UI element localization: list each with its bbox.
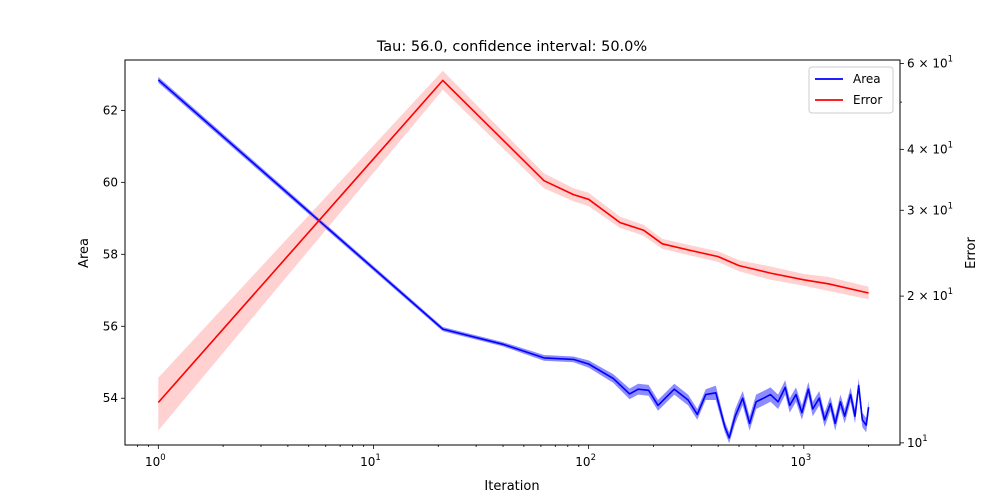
y-axis-ticks-left: 54 56 58 60 62 xyxy=(103,103,125,405)
y-tick-label: 62 xyxy=(103,103,118,117)
legend-label-error: Error xyxy=(853,93,882,107)
x-axis-ticks: 100 101 102 103 xyxy=(137,445,869,469)
x-tick-label: 102 xyxy=(575,453,596,469)
y-tick-label: 56 xyxy=(103,319,118,333)
y-tick-label: 58 xyxy=(103,247,118,261)
plot-frame xyxy=(124,59,901,446)
x-tick-label: 103 xyxy=(790,453,811,469)
series-lines xyxy=(157,79,870,439)
y-axis-label-left: Area xyxy=(77,238,92,268)
x-tick-label: 101 xyxy=(360,453,381,469)
y-tick-label: 54 xyxy=(103,391,118,405)
area-band xyxy=(158,76,869,444)
error-band xyxy=(158,70,869,431)
x-tick-label: 100 xyxy=(145,453,166,469)
error-line xyxy=(157,79,869,404)
y-right-tick-label: 3 × 101 xyxy=(907,201,953,217)
x-axis-label: Iteration xyxy=(484,479,539,494)
area-line xyxy=(157,79,870,439)
chart-title: Tau: 56.0, confidence interval: 50.0% xyxy=(376,39,647,55)
legend: Area Error xyxy=(808,66,894,114)
y-tick-label: 60 xyxy=(103,175,118,189)
y-right-tick-label: 2 × 101 xyxy=(907,287,953,303)
y-right-tick-label: 4 × 101 xyxy=(907,140,953,156)
y-axis-label-right: Error xyxy=(964,237,979,269)
y-axis-ticks-right: 101 2 × 101 3 × 101 4 × 101 6 × 101 xyxy=(900,54,953,450)
y-right-tick-label: 6 × 101 xyxy=(907,54,953,70)
confidence-bands xyxy=(158,70,869,444)
legend-label-area: Area xyxy=(853,72,881,86)
y-right-tick-label: 101 xyxy=(907,434,928,450)
